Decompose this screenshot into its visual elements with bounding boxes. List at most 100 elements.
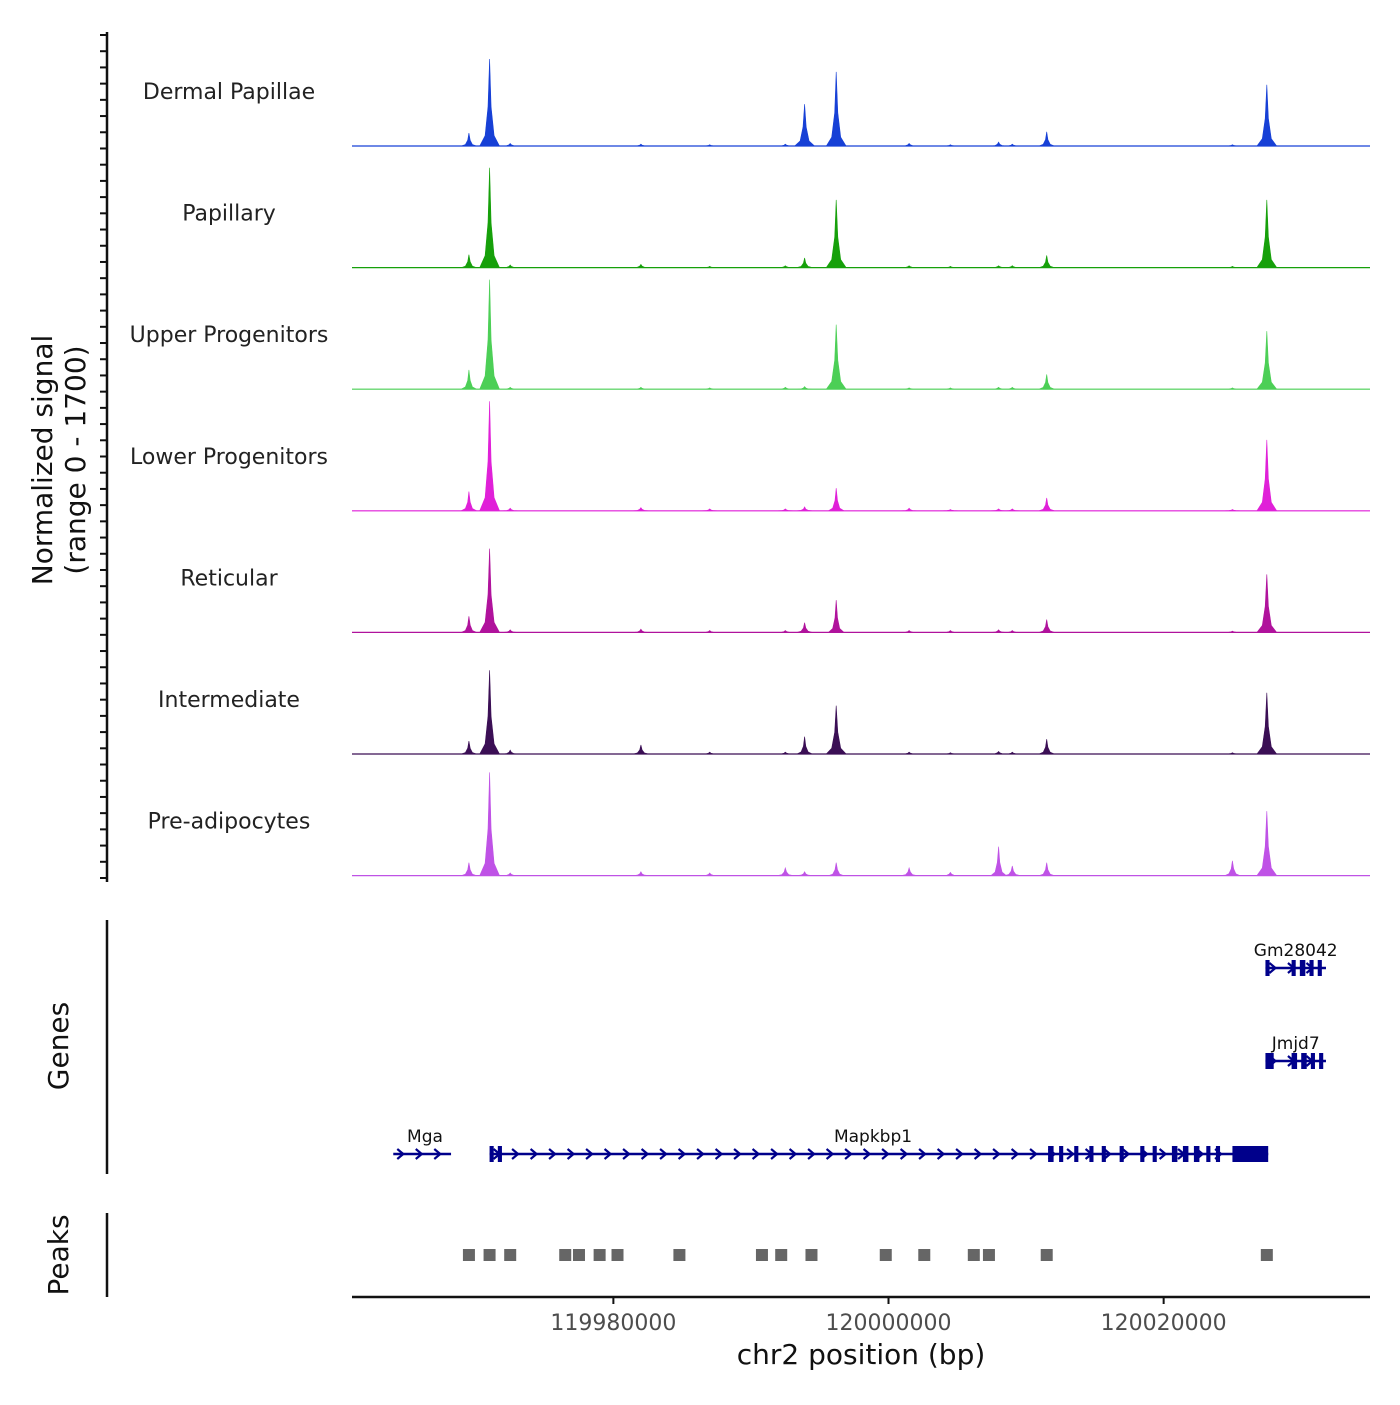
gene-exon bbox=[1193, 1146, 1200, 1162]
peak-marks bbox=[462, 1249, 1273, 1261]
strand-chevron bbox=[936, 1148, 946, 1160]
gene-label: Mapkbp1 bbox=[834, 1127, 912, 1147]
strand-chevron bbox=[1029, 1148, 1038, 1160]
x-axis-title: chr2 position (bp) bbox=[737, 1338, 986, 1371]
coverage-area bbox=[352, 772, 1370, 876]
coverage-area bbox=[352, 401, 1370, 512]
peak-mark bbox=[483, 1249, 496, 1261]
gene-exon bbox=[1089, 1146, 1094, 1162]
peak-mark bbox=[593, 1249, 606, 1261]
strand-chevron bbox=[881, 1148, 890, 1160]
track-reticular: Reticular bbox=[180, 548, 1370, 634]
track-label: Pre-adipocytes bbox=[148, 810, 311, 835]
track-papillary: Papillary bbox=[182, 167, 1370, 269]
strand-chevron bbox=[751, 1148, 761, 1160]
gene-exon bbox=[1232, 1146, 1269, 1162]
strand-chevron bbox=[640, 1148, 650, 1160]
peak-mark bbox=[504, 1249, 517, 1261]
strand-chevron bbox=[1268, 962, 1278, 974]
gene-annotations: Gm28042 Jmjd7 Mga Mapkbp1 bbox=[393, 941, 1338, 1162]
peak-mark bbox=[982, 1249, 995, 1261]
track-upper-progenitors: Upper Progenitors bbox=[130, 279, 1370, 390]
gene-exon bbox=[1206, 1146, 1211, 1162]
gene-exon bbox=[1299, 960, 1306, 976]
gene-jmjd7: Jmjd7 bbox=[1265, 1034, 1326, 1069]
peak-mark bbox=[775, 1249, 788, 1261]
strand-chevron bbox=[622, 1148, 631, 1160]
x-tick-label: 119980000 bbox=[550, 1311, 676, 1336]
gene-exon bbox=[1074, 1146, 1079, 1162]
strand-chevron bbox=[1010, 1148, 1020, 1160]
gene-exon bbox=[1048, 1146, 1054, 1162]
gene-exon bbox=[497, 1146, 502, 1162]
strand-chevron bbox=[955, 1148, 964, 1160]
strand-chevron bbox=[1103, 1148, 1112, 1160]
strand-chevron bbox=[862, 1148, 872, 1160]
gene-gm28042: Gm28042 bbox=[1254, 941, 1338, 976]
gene-exon bbox=[1101, 1146, 1106, 1162]
coverage-area bbox=[352, 548, 1370, 633]
track-pre-adipocytes: Pre-adipocytes bbox=[148, 772, 1370, 877]
strand-chevron bbox=[1121, 1148, 1131, 1160]
gene-exon bbox=[1265, 1053, 1274, 1069]
gene-exon bbox=[1301, 1053, 1307, 1069]
peak-mark bbox=[462, 1249, 475, 1261]
gene-exon bbox=[1119, 1146, 1124, 1162]
strand-chevron bbox=[844, 1148, 853, 1160]
peak-mark bbox=[755, 1249, 768, 1261]
gene-exon bbox=[1291, 1053, 1298, 1069]
gene-exon bbox=[1310, 1053, 1315, 1069]
gene-exon bbox=[1265, 960, 1270, 976]
strand-chevron bbox=[396, 1148, 405, 1160]
peak-mark bbox=[805, 1249, 818, 1261]
gene-label: Gm28042 bbox=[1254, 941, 1338, 961]
strand-chevron bbox=[659, 1148, 668, 1160]
strand-chevron bbox=[696, 1148, 705, 1160]
coverage-area bbox=[352, 58, 1370, 147]
gene-label: Mga bbox=[407, 1127, 443, 1147]
coverage-tracks: Dermal Papillae Papillary Upper Progenitor… bbox=[130, 58, 1370, 877]
gene-exon bbox=[489, 1146, 494, 1162]
strand-chevron bbox=[825, 1148, 835, 1160]
coverage-area bbox=[352, 279, 1370, 390]
genes-panel-title: Genes bbox=[42, 1002, 75, 1090]
track-label: Dermal Papillae bbox=[143, 80, 315, 105]
track-label: Reticular bbox=[180, 566, 278, 591]
peak-mark bbox=[611, 1249, 624, 1261]
strand-chevron bbox=[973, 1148, 983, 1160]
strand-chevron bbox=[899, 1148, 909, 1160]
strand-chevron bbox=[603, 1148, 613, 1160]
gene-exon bbox=[1140, 1146, 1145, 1162]
gene-label: Jmjd7 bbox=[1271, 1034, 1320, 1054]
peaks-panel-title: Peaks bbox=[42, 1214, 75, 1295]
strand-chevron bbox=[585, 1148, 594, 1160]
peak-mark bbox=[572, 1249, 585, 1261]
strand-chevron bbox=[992, 1148, 1001, 1160]
strand-chevron bbox=[788, 1148, 798, 1160]
gene-exon bbox=[1152, 1146, 1157, 1162]
gene-exon bbox=[1319, 1053, 1324, 1069]
track-lower-progenitors: Lower Progenitors bbox=[130, 401, 1370, 512]
strand-chevron bbox=[807, 1148, 816, 1160]
strand-chevron bbox=[529, 1148, 539, 1160]
strand-chevron bbox=[918, 1148, 927, 1160]
track-label: Lower Progenitors bbox=[130, 445, 328, 470]
coverage-area bbox=[352, 670, 1370, 755]
strand-chevron bbox=[566, 1148, 576, 1160]
peak-mark bbox=[1040, 1249, 1053, 1261]
strand-chevron bbox=[511, 1148, 520, 1160]
peak-mark bbox=[559, 1249, 572, 1261]
strand-chevron bbox=[733, 1148, 742, 1160]
strand-chevron bbox=[677, 1148, 687, 1160]
x-tick-label: 120020000 bbox=[1101, 1311, 1227, 1336]
strand-chevron bbox=[433, 1148, 442, 1160]
strand-chevron bbox=[1158, 1148, 1168, 1160]
track-label: Papillary bbox=[182, 202, 276, 227]
gene-exon bbox=[1215, 1146, 1221, 1162]
gene-exon bbox=[1317, 960, 1322, 976]
gene-mga: Mga bbox=[393, 1127, 452, 1160]
strand-chevron bbox=[548, 1148, 557, 1160]
coverage-y-ticks bbox=[100, 34, 107, 879]
